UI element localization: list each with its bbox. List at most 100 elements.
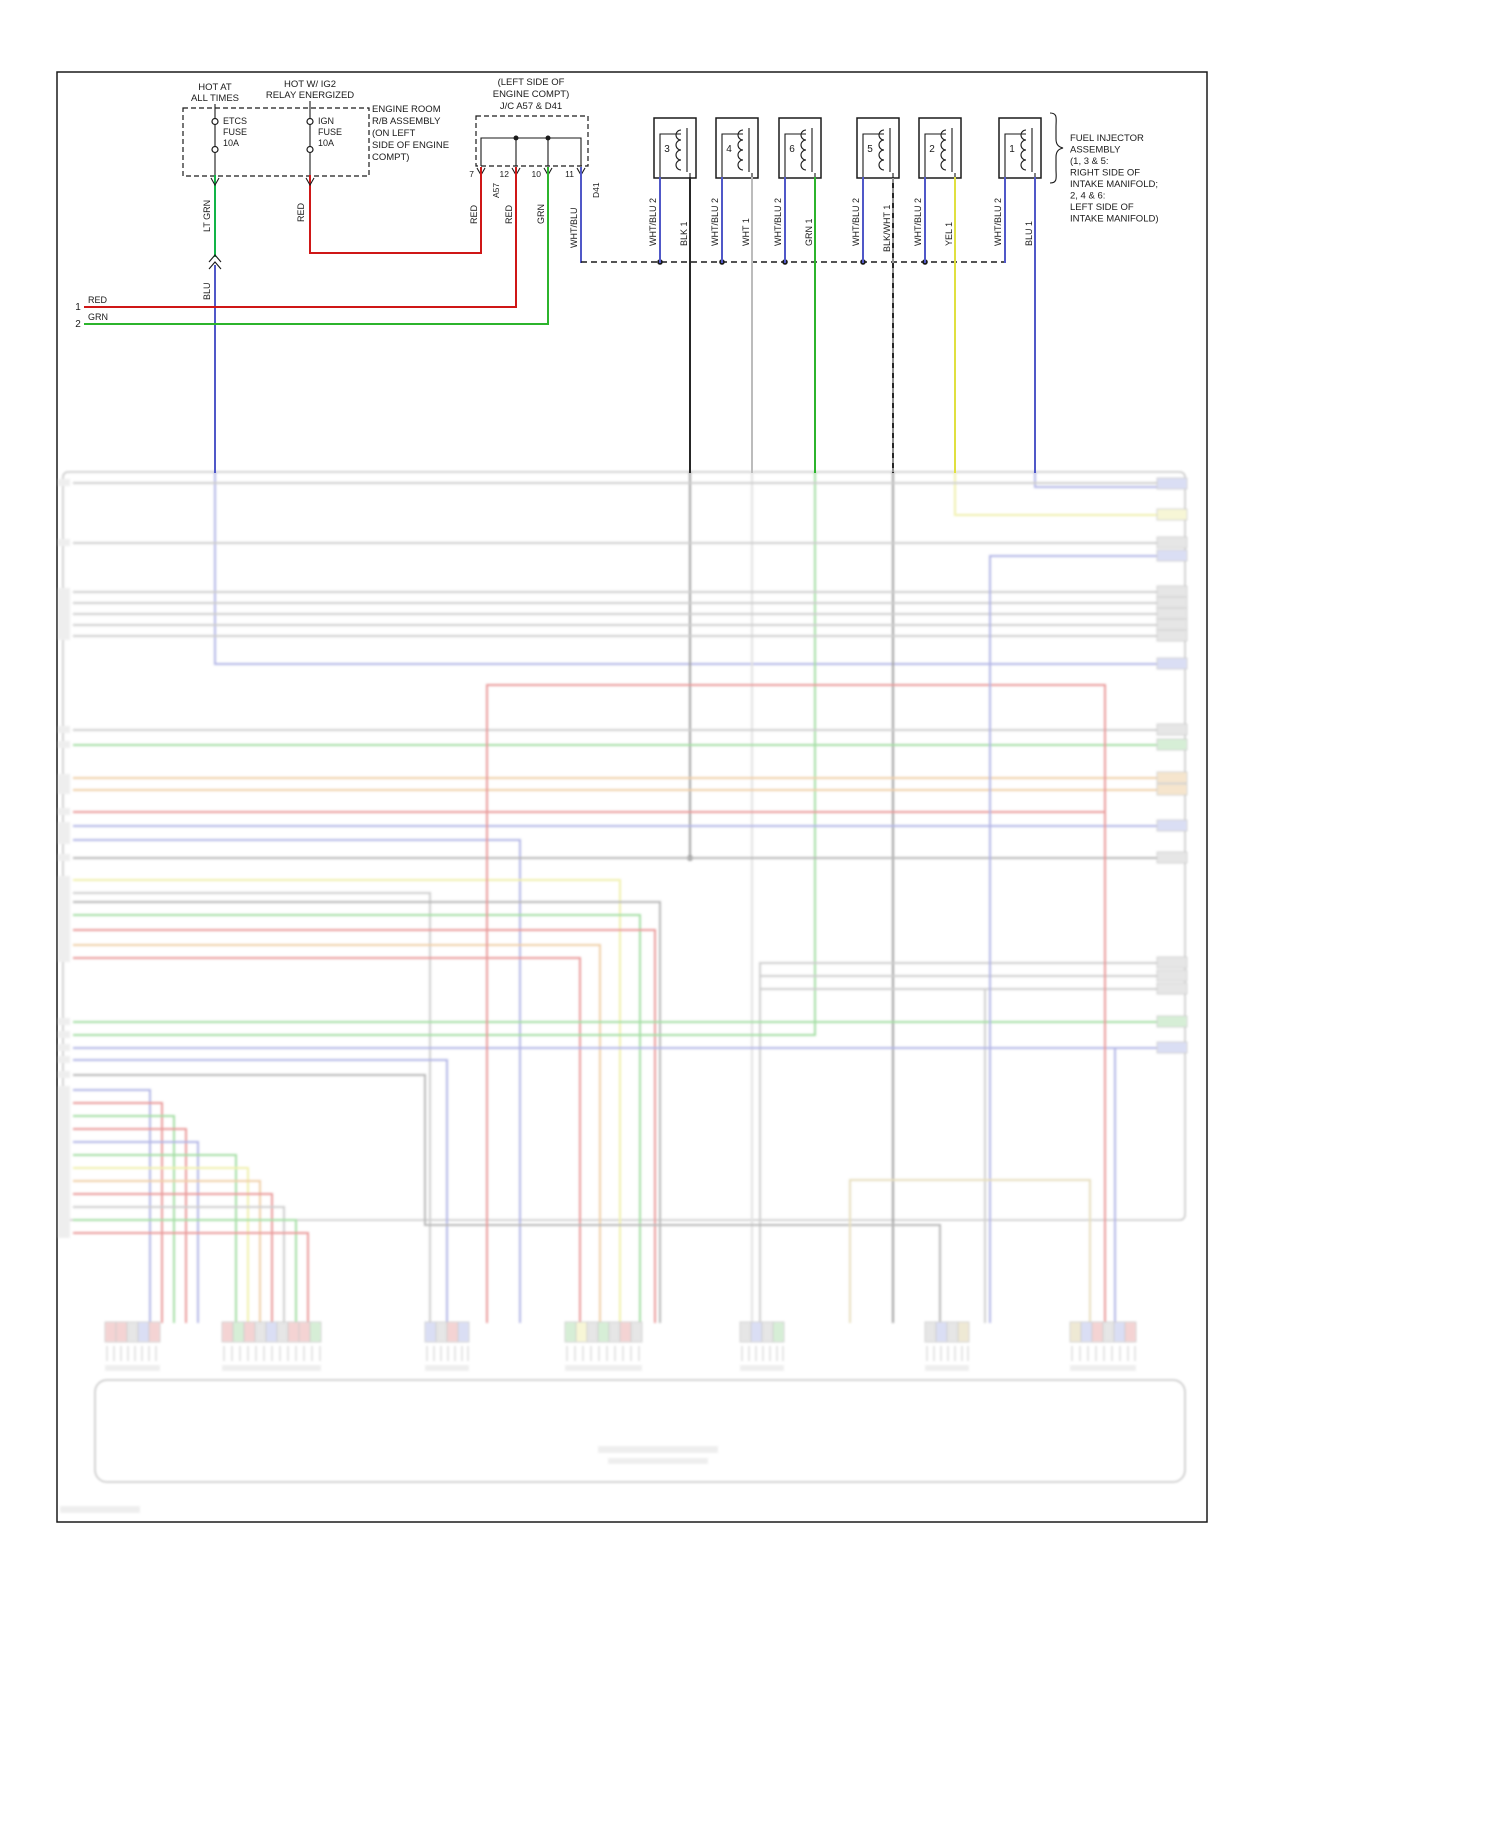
engine-room-rb-box: [182, 107, 370, 177]
wire-grn-input-2: [84, 167, 549, 325]
injector-box: [998, 117, 1042, 179]
jc-pin-12: 12: [500, 169, 510, 179]
connector-chevron-icon: [210, 177, 220, 187]
coil-icon: [940, 129, 947, 171]
lead-label-right: GRN 1: [804, 218, 814, 246]
fuse-etcs: ETCS FUSE 10A: [211, 104, 247, 176]
lead-label-right: BLK/WHT 1: [882, 205, 892, 252]
hot-ig2-label-1: HOT W/ IG2: [284, 79, 336, 90]
injector-5: 5 WHT/BLU 2 BLK/WHT 1: [851, 117, 900, 473]
coil-icon: [737, 129, 744, 171]
lead-label-left: WHT/BLU 2: [648, 198, 658, 246]
jc-wire-whtblu: WHT/BLU: [569, 208, 579, 249]
injector-number: 5: [867, 144, 873, 155]
injector-4: 4 WHT/BLU 2 WHT 1: [710, 117, 759, 473]
lead-label-left: WHT/BLU 2: [851, 198, 861, 246]
hot-at-all-times-label-1: HOT AT: [198, 82, 232, 93]
jc-title-line: (LEFT SIDE OF: [498, 77, 565, 88]
injector-box: [856, 117, 900, 179]
injector-number: 4: [726, 144, 732, 155]
injector-note-line: ASSEMBLY: [1070, 145, 1121, 156]
jc-connector-a57: A57: [491, 183, 501, 198]
main-wires: LT GRN BLU RED: [84, 167, 1005, 473]
injector-number: 3: [664, 144, 670, 155]
injector-note: FUEL INJECTOR ASSEMBLY (1, 3 & 5: RIGHT …: [1049, 112, 1159, 225]
lead-label-left: WHT/BLU 2: [913, 198, 923, 246]
injector-note-line: 2, 4 & 6:: [1070, 191, 1105, 202]
power-section: HOT AT ALL TIMES HOT W/ IG2 RELAY ENERGI…: [182, 79, 449, 177]
injector-box: [653, 117, 697, 179]
fuse-etcs-rating: 10A: [223, 138, 239, 148]
input-2-number: 2: [75, 319, 81, 330]
jc-wire-grn: GRN: [536, 204, 546, 224]
fuse-etcs-type: FUSE: [223, 127, 247, 137]
hot-ig2-label-2: RELAY ENERGIZED: [266, 90, 354, 101]
lead-label-right: BLU 1: [1024, 221, 1034, 246]
jc-pin-11: 11: [565, 169, 574, 179]
ecm-connector-blocks: [104, 1321, 1137, 1343]
junction-dot-icon: [545, 135, 551, 141]
fuse-terminal-icon: [306, 117, 314, 126]
ecm-bottom-outline: [94, 1379, 1186, 1483]
rb-note-line: SIDE OF ENGINE: [372, 140, 449, 151]
jc-title-line: ENGINE COMPT): [493, 89, 570, 100]
coil-icon: [800, 129, 807, 171]
jc-box: [475, 115, 589, 167]
input-2-label: GRN: [88, 312, 108, 322]
lead-label-right: BLK 1: [679, 221, 689, 246]
jc-connector-d41: D41: [591, 182, 601, 198]
fuse-ign-type: FUSE: [318, 127, 342, 137]
wire-label-ign-red: RED: [296, 202, 306, 222]
injector-number: 6: [789, 144, 795, 155]
lead-label-left: WHT/BLU 2: [773, 198, 783, 246]
coil-icon: [1020, 129, 1027, 171]
hot-at-all-times-label-2: ALL TIMES: [191, 93, 239, 104]
rb-assembly-note: ENGINE ROOM R/B ASSEMBLY (ON LEFT SIDE O…: [372, 104, 449, 163]
wire-red-input-1: [84, 167, 517, 308]
lead-label-left: WHT/BLU 2: [710, 198, 720, 246]
lead-label-right: WHT 1: [741, 218, 751, 246]
input-1-label: RED: [88, 295, 108, 305]
wire-ign-red: [309, 167, 482, 254]
jc-pin-7: 7: [469, 169, 474, 179]
jc-title-line: J/C A57 & D41: [500, 101, 562, 112]
rb-note-line: (ON LEFT: [372, 128, 415, 139]
fuse-ign: IGN FUSE 10A: [306, 101, 342, 176]
injector-note-line: (1, 3 & 5:: [1070, 156, 1109, 167]
injector-box: [778, 117, 822, 179]
jc-wire-red-1: RED: [469, 204, 479, 224]
injector-note-line: LEFT SIDE OF: [1070, 202, 1134, 213]
ecm-faded-region: [58, 471, 1188, 1513]
fuse-etcs-name: ETCS: [223, 116, 247, 126]
brace-icon: [1049, 112, 1064, 184]
lead-label-left: WHT/BLU 2: [993, 198, 1003, 246]
injector-box: [715, 117, 759, 179]
left-input-1: 1 RED: [75, 295, 107, 313]
left-input-2: 2 GRN: [75, 312, 108, 330]
connector-chevron-icon: [305, 177, 315, 187]
rb-note-line: COMPT): [372, 152, 409, 163]
junction-dot-icon: [513, 135, 519, 141]
fuse-terminal-icon: [211, 145, 219, 154]
injector-1: 1 WHT/BLU 2 BLU 1: [993, 117, 1042, 473]
rb-note-line: R/B ASSEMBLY: [372, 116, 441, 127]
injector-3: 3 WHT/BLU 2 BLK 1: [648, 117, 697, 473]
injector-note-line: INTAKE MANIFOLD): [1070, 214, 1159, 225]
fuse-ign-rating: 10A: [318, 138, 334, 148]
input-1-number: 1: [75, 302, 81, 313]
page-border: [56, 71, 1208, 1523]
wire-label-lt-grn: LT GRN: [202, 200, 212, 232]
fuse-terminal-icon: [306, 145, 314, 154]
injector-box: [918, 117, 962, 179]
injector-number: 1: [1009, 144, 1015, 155]
injector-number: 2: [929, 144, 935, 155]
rb-note-line: ENGINE ROOM: [372, 104, 441, 115]
injector-note-line: FUEL INJECTOR: [1070, 133, 1144, 144]
jc-wire-red-2: RED: [504, 204, 514, 224]
lead-label-right: YEL 1: [944, 222, 954, 246]
injector-note-line: RIGHT SIDE OF: [1070, 168, 1140, 179]
injector-2: 2 WHT/BLU 2 YEL 1: [913, 117, 962, 473]
coil-icon: [878, 129, 885, 171]
